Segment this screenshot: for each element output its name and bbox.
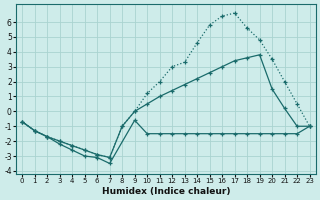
X-axis label: Humidex (Indice chaleur): Humidex (Indice chaleur)	[102, 187, 230, 196]
